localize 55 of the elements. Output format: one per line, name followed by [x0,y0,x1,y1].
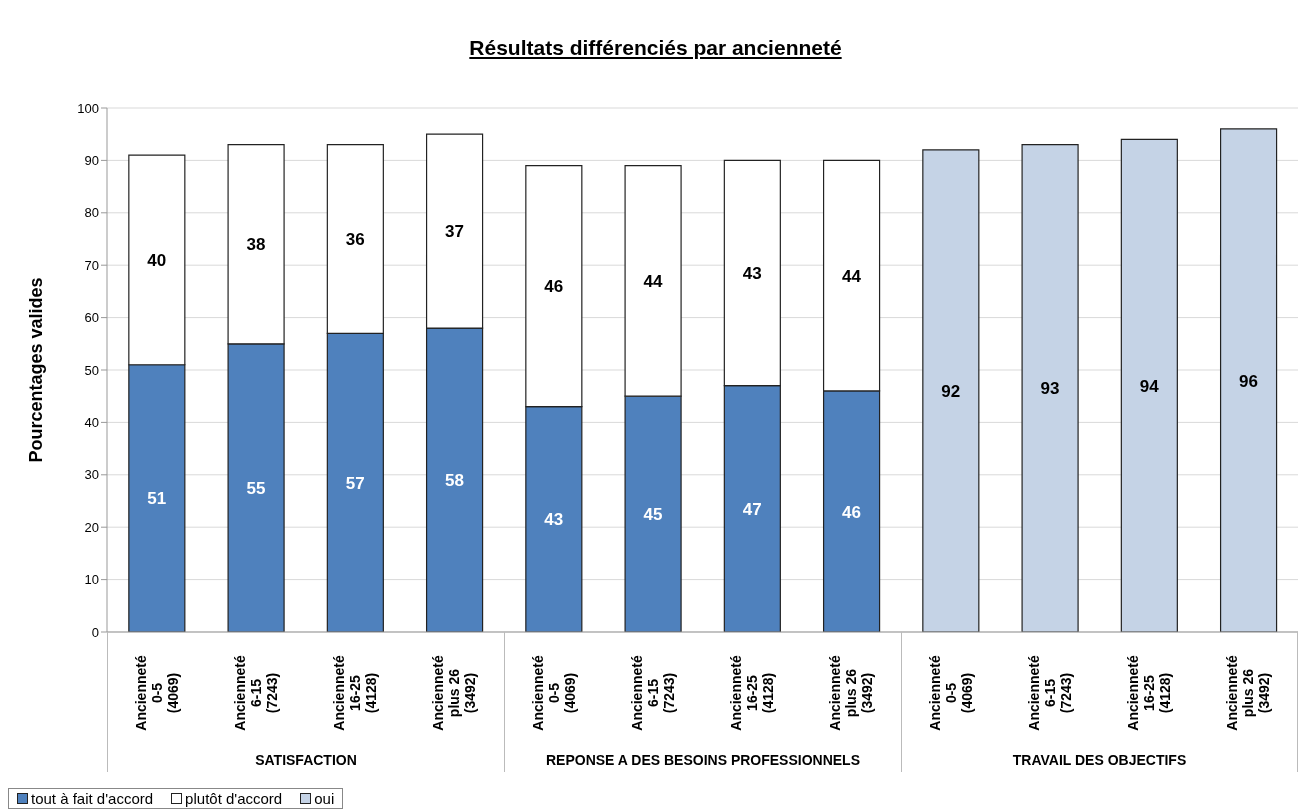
data-label: 37 [445,222,465,242]
x-tick-label: Ancienneté 0-5 (4069) [529,655,578,731]
data-label: 93 [1040,379,1060,399]
bar [1120,138,1178,632]
y-axis-title: Pourcentages valides [26,277,47,463]
x-tick-label: Ancienneté plus 26 (3492) [430,655,479,731]
y-tick-label: 100 [77,100,99,116]
legend-label: tout à fait d'accord [31,790,154,807]
data-label: 43 [742,264,762,284]
data-label: 96 [1239,371,1259,391]
data-label: 44 [643,271,664,291]
data-label: 55 [246,478,266,498]
data-label: 51 [147,489,167,509]
y-tick-label: 80 [84,205,99,221]
data-label: 38 [246,235,266,255]
data-label: 57 [345,473,365,493]
legend-label: plutôt d'accord [185,790,283,807]
text: REPONSE A DES BESOINS PROFESSIONNELS [545,752,861,768]
x-tick-label: Ancienneté 0-5 (4069) [132,655,181,731]
x-tick-label: Ancienneté 16-25 (4128) [1125,655,1174,731]
data-label: 58 [445,471,465,491]
x-tick-label: Ancienneté 6-15 (7243) [231,655,280,731]
data-label: 46 [544,277,564,297]
y-tick-label: 0 [91,624,99,640]
bar [922,149,980,632]
chart-title: Résultats différenciés par ancienneté [468,36,843,60]
y-tick-label: 20 [84,519,99,535]
x-tick-label: Ancienneté plus 26 (3492) [1224,655,1273,731]
data-label: 44 [842,266,862,286]
data-label: 45 [643,505,663,525]
x-tick-label: Ancienneté 0-5 (4069) [926,655,975,731]
x-tick-label: Ancienneté 6-15 (7243) [1025,655,1074,731]
y-tick-label: 90 [84,153,99,169]
x-tick-label: Ancienneté plus 26 (3492) [827,655,876,731]
y-tick-label: 10 [84,572,99,588]
bar [1021,144,1079,632]
data-label: 47 [742,499,762,519]
data-label: 43 [544,510,564,530]
data-label: 94 [1139,376,1160,396]
data-label: 36 [345,230,365,250]
y-tick-label: 50 [84,362,99,378]
bar [1219,128,1278,632]
legend-label: oui [314,790,335,807]
text: SATISFACTION [255,752,357,768]
x-tick-label: Ancienneté 6-15 (7243) [628,655,677,731]
data-label: 92 [941,381,961,401]
y-tick-label: 40 [84,415,99,431]
y-tick-label: 30 [84,467,99,483]
y-tick-label: 60 [84,310,99,326]
data-label: 46 [842,502,862,522]
x-tick-label: Ancienneté 16-25 (4128) [728,655,777,731]
text: TRAVAIL DES OBJECTIFS [1012,752,1187,768]
y-tick-label: 70 [84,257,99,273]
x-tick-label: Ancienneté 16-25 (4128) [331,655,380,731]
data-label: 40 [147,250,167,270]
